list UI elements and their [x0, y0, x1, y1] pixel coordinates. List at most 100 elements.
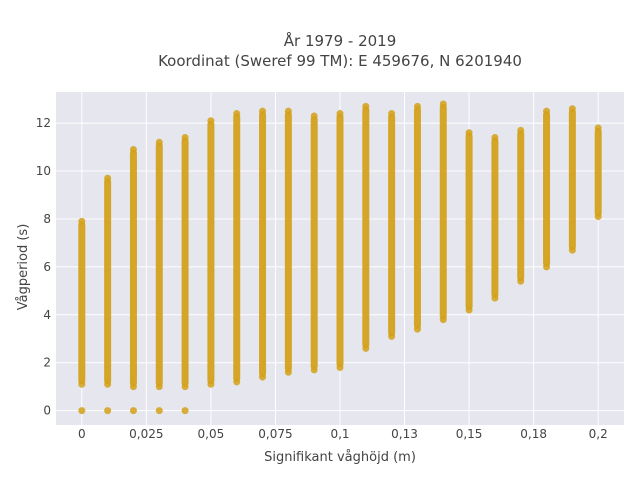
point-max [568, 105, 576, 113]
point-column [594, 124, 602, 221]
point-max [259, 107, 267, 115]
point-run [78, 221, 86, 385]
y-tick-label: 8 [43, 212, 51, 226]
point-max [207, 117, 215, 125]
y-axis-title: Vågperiod (s) [16, 224, 31, 311]
point-run [413, 106, 421, 330]
point-column [259, 107, 267, 381]
point-zero [129, 407, 137, 415]
point-min [181, 383, 189, 391]
point-column [388, 110, 396, 340]
point-run [181, 137, 189, 387]
y-tick-label: 12 [36, 116, 51, 130]
point-min [207, 380, 215, 388]
point-zero [155, 407, 163, 415]
point-run [439, 103, 447, 320]
point-zero [181, 407, 189, 415]
y-tick-label: 10 [36, 164, 51, 178]
point-run [568, 108, 576, 251]
point-run [155, 142, 163, 387]
point-run [465, 132, 473, 311]
point-column [78, 217, 86, 415]
point-min [155, 383, 163, 391]
point-min [439, 316, 447, 324]
point-max [336, 110, 344, 118]
point-column [413, 102, 421, 333]
point-run [336, 113, 344, 368]
point-run [104, 178, 112, 385]
point-max [413, 102, 421, 110]
point-column [517, 126, 525, 285]
point-column [491, 134, 499, 302]
x-tick-label: 0,15 [456, 427, 483, 441]
point-run [310, 115, 318, 370]
point-max [129, 145, 137, 153]
point-min [104, 380, 112, 388]
point-run [259, 111, 267, 378]
point-max [233, 110, 241, 118]
point-min [233, 378, 241, 386]
point-zero [104, 407, 112, 415]
point-column [310, 112, 318, 374]
point-run [388, 113, 396, 337]
point-max [155, 138, 163, 146]
point-column [362, 102, 370, 352]
point-run [129, 149, 137, 387]
y-tick-label: 4 [43, 308, 51, 322]
point-max [594, 124, 602, 132]
point-run [517, 130, 525, 282]
point-column [543, 107, 551, 271]
point-column [439, 100, 447, 324]
point-max [439, 100, 447, 108]
x-axis-title: Signifikant våghöjd (m) [264, 450, 416, 465]
point-column [181, 134, 189, 415]
point-max [181, 134, 189, 142]
x-tick-labels: 0 0,025 0,05 0,075 0,1 0,13 0,15 0,18 0,2 [78, 427, 608, 441]
point-run [207, 120, 215, 385]
point-max [284, 107, 292, 115]
point-column [155, 138, 163, 415]
x-tick-label: 0,13 [391, 427, 418, 441]
point-max [362, 102, 370, 110]
point-column [233, 110, 241, 386]
data-points [78, 100, 602, 415]
y-tick-label: 0 [43, 404, 51, 418]
x-tick-label: 0,025 [129, 427, 163, 441]
point-min [543, 263, 551, 271]
point-column [284, 107, 292, 376]
x-tick-label: 0,05 [198, 427, 225, 441]
point-max [491, 134, 499, 142]
point-min [388, 332, 396, 340]
point-max [543, 107, 551, 115]
point-min [259, 373, 267, 381]
point-min [310, 366, 318, 374]
x-tick-label: 0,1 [330, 427, 349, 441]
point-min [284, 368, 292, 376]
point-min [78, 380, 86, 388]
point-min [465, 306, 473, 314]
x-tick-label: 0,075 [258, 427, 292, 441]
point-column [568, 105, 576, 254]
point-column [465, 129, 473, 314]
point-min [568, 246, 576, 254]
point-zero [78, 407, 86, 415]
point-min [336, 364, 344, 372]
point-run [284, 111, 292, 373]
point-min [413, 325, 421, 333]
y-tick-label: 2 [43, 356, 51, 370]
x-tick-label: 0,2 [589, 427, 608, 441]
x-tick-label: 0 [78, 427, 86, 441]
chart-title-line-2: Koordinat (Sweref 99 TM): E 459676, N 62… [158, 52, 522, 70]
point-run [543, 111, 551, 267]
chart-title-line-1: År 1979 - 2019 [284, 31, 397, 50]
point-run [594, 127, 602, 217]
y-tick-labels: 0 2 4 6 8 10 12 [36, 116, 51, 417]
point-min [362, 344, 370, 352]
point-max [104, 174, 112, 182]
point-max [78, 217, 86, 225]
point-min [594, 213, 602, 221]
point-min [517, 277, 525, 285]
point-min [129, 383, 137, 391]
point-run [491, 137, 499, 299]
